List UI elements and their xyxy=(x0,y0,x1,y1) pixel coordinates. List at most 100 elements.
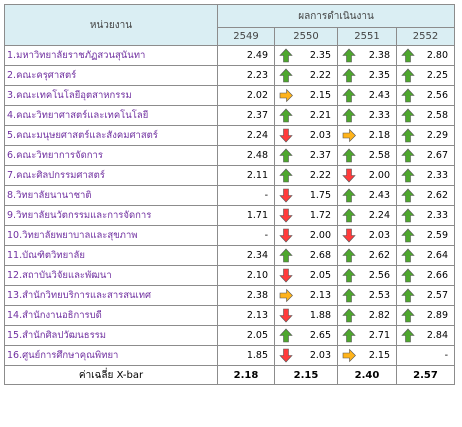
arrow-up-icon xyxy=(279,108,293,123)
value-text: 2.89 xyxy=(426,310,448,321)
arrow-up-icon xyxy=(279,48,293,63)
table-row: 11.บัณฑิตวิทยาลัย 2.34 2.68 2.62 2.64 xyxy=(4,245,455,266)
value-text: 2.29 xyxy=(426,130,448,141)
value-cell: 2.37 xyxy=(274,145,338,166)
value-cell: 2.25 xyxy=(396,65,455,86)
value-cell: 2.71 xyxy=(337,325,397,346)
value-text: 2.68 xyxy=(309,250,331,261)
value-cell: 2.59 xyxy=(396,225,455,246)
arrow-up-icon xyxy=(401,168,415,183)
value-cell: 1.72 xyxy=(274,205,338,226)
value-cell: 2.03 xyxy=(274,125,338,146)
arrow-up-icon xyxy=(342,108,356,123)
average-row: ค่าเฉลี่ย X-bar 2.18 2.15 2.40 2.57 xyxy=(4,365,455,385)
table-row: 8.วิทยาลัยนานาชาติ - 1.75 2.43 2.62 xyxy=(4,185,455,206)
table-row: 9.วิทยาลัยนวัตกรรมและการจัดการ 1.71 1.72 2.… xyxy=(4,205,455,226)
value-cell: 2.05 xyxy=(217,325,275,346)
value-text: 2.56 xyxy=(368,270,390,281)
average-value: 2.40 xyxy=(337,365,397,385)
value-text: 2.33 xyxy=(368,110,390,121)
arrow-up-icon xyxy=(342,48,356,63)
value-cell: 2.68 xyxy=(274,245,338,266)
value-text: 2.35 xyxy=(309,50,331,61)
value-cell: 2.15 xyxy=(337,345,397,366)
value-cell: 2.05 xyxy=(274,265,338,286)
value-text: 1.88 xyxy=(309,310,331,321)
arrow-up-icon xyxy=(401,68,415,83)
unit-header: หน่วยงาน xyxy=(4,4,218,46)
value-text: 2.64 xyxy=(426,250,448,261)
unit-name: 2.คณะครุศาสตร์ xyxy=(4,65,218,86)
unit-name: 6.คณะวิทยาการจัดการ xyxy=(4,145,218,166)
year-header: 2550 xyxy=(274,27,338,46)
value-cell: 2.35 xyxy=(337,65,397,86)
value-cell: 2.49 xyxy=(217,45,275,66)
value-cell: 2.37 xyxy=(217,105,275,126)
value-text: 2.13 xyxy=(246,310,268,321)
arrow-up-icon xyxy=(401,148,415,163)
value-cell: 2.00 xyxy=(337,165,397,186)
value-cell: - xyxy=(217,225,275,246)
value-text: 2.59 xyxy=(426,230,448,241)
arrow-up-icon xyxy=(401,88,415,103)
value-cell: 2.67 xyxy=(396,145,455,166)
performance-table: หน่วยงาน ผลการดำเนินงาน 2549 2550 2551 2… xyxy=(4,4,455,385)
arrow-up-icon xyxy=(342,268,356,283)
arrow-up-icon xyxy=(401,48,415,63)
arrow-right-icon xyxy=(279,88,293,103)
value-cell: 2.62 xyxy=(396,185,455,206)
arrow-up-icon xyxy=(401,228,415,243)
value-text: 2.56 xyxy=(426,90,448,101)
value-text: - xyxy=(264,190,268,201)
value-text: 2.15 xyxy=(368,350,390,361)
unit-name: 8.วิทยาลัยนานาชาติ xyxy=(4,185,218,206)
table-row: 7.คณะศิลปกรรมศาสตร์ 2.11 2.22 2.00 2.33 xyxy=(4,165,455,186)
value-text: 2.00 xyxy=(309,230,331,241)
value-cell: 2.35 xyxy=(274,45,338,66)
value-text: 2.67 xyxy=(426,150,448,161)
value-cell: 2.58 xyxy=(396,105,455,126)
value-text: 2.82 xyxy=(368,310,390,321)
value-text: 2.43 xyxy=(368,190,390,201)
value-cell: 1.85 xyxy=(217,345,275,366)
arrow-up-icon xyxy=(401,248,415,263)
table-body: 1.มหาวิทยาลัยราชภัฏสวนสุนันทา 2.49 2.35 2.3… xyxy=(4,45,455,366)
value-text: 2.24 xyxy=(368,210,390,221)
arrow-up-icon xyxy=(342,308,356,323)
value-cell: 1.88 xyxy=(274,305,338,326)
value-cell: 2.56 xyxy=(396,85,455,106)
value-text: 2.49 xyxy=(246,50,268,61)
arrow-up-icon xyxy=(279,68,293,83)
value-cell: - xyxy=(217,185,275,206)
arrow-right-icon xyxy=(279,288,293,303)
arrow-right-icon xyxy=(342,348,356,363)
value-cell: 2.48 xyxy=(217,145,275,166)
table-row: 1.มหาวิทยาลัยราชภัฏสวนสุนันทา 2.49 2.35 2.3… xyxy=(4,45,455,66)
value-text: 2.03 xyxy=(309,350,331,361)
performance-table-container: หน่วยงาน ผลการดำเนินงาน 2549 2550 2551 2… xyxy=(4,4,455,385)
table-row: 13.สำนักวิทยบริการและสารสนเทศ 2.38 2.13 2.5… xyxy=(4,285,455,306)
value-cell: 1.71 xyxy=(217,205,275,226)
value-text: 2.22 xyxy=(309,170,331,181)
arrow-up-icon xyxy=(401,288,415,303)
unit-name: 14.สำนักงานอธิการบดี xyxy=(4,305,218,326)
arrow-down-icon xyxy=(279,308,293,323)
value-cell: 2.65 xyxy=(274,325,338,346)
value-text: 2.33 xyxy=(426,170,448,181)
arrow-down-icon xyxy=(279,188,293,203)
value-cell: 2.23 xyxy=(217,65,275,86)
value-cell: 2.57 xyxy=(396,285,455,306)
value-cell: 2.03 xyxy=(337,225,397,246)
arrow-up-icon xyxy=(401,108,415,123)
value-cell: 2.10 xyxy=(217,265,275,286)
value-cell: 2.56 xyxy=(337,265,397,286)
table-row: 2.คณะครุศาสตร์ 2.23 2.22 2.35 2.25 xyxy=(4,65,455,86)
value-text: 2.03 xyxy=(368,230,390,241)
value-text: 1.85 xyxy=(246,350,268,361)
arrow-up-icon xyxy=(342,148,356,163)
average-value: 2.18 xyxy=(217,365,275,385)
value-text: 2.23 xyxy=(246,70,268,81)
value-cell: 2.03 xyxy=(274,345,338,366)
unit-name: 13.สำนักวิทยบริการและสารสนเทศ xyxy=(4,285,218,306)
value-text: 2.10 xyxy=(246,270,268,281)
